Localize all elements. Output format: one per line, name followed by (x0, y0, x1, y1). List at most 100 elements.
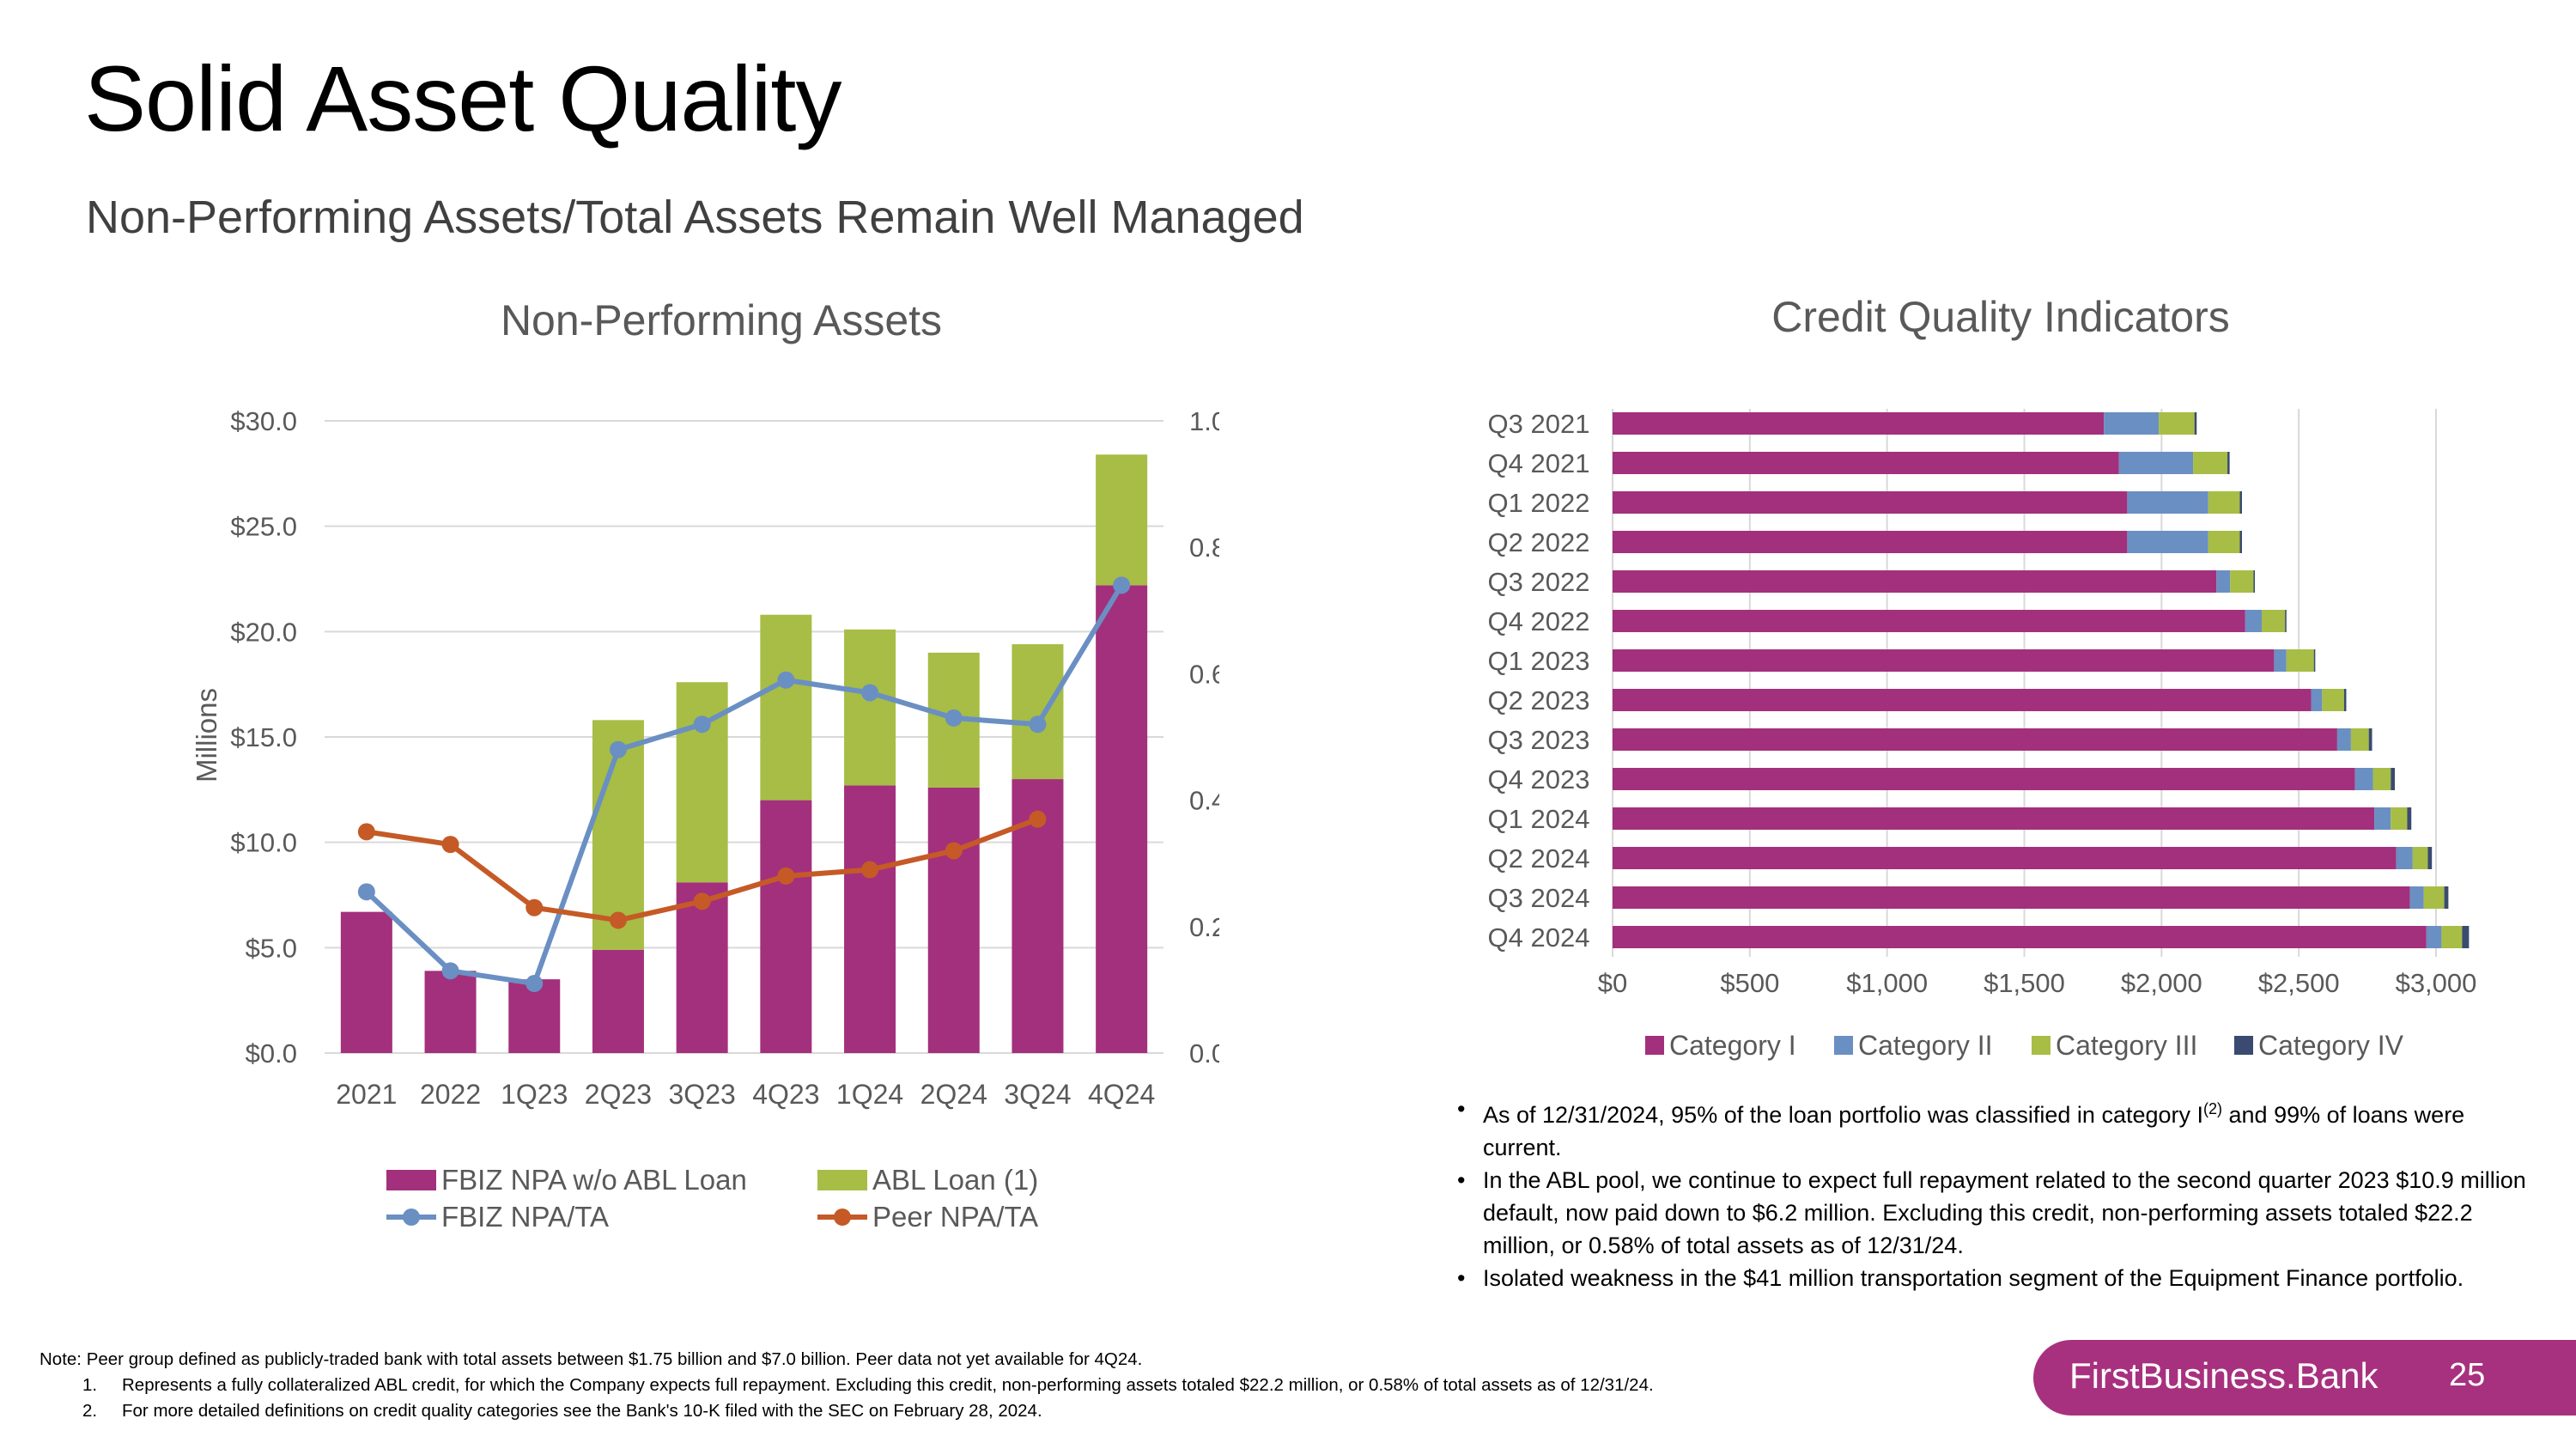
x-tick-label: 1Q23 (501, 1079, 568, 1110)
bar-category-2 (2354, 768, 2373, 790)
bar-category-4 (2239, 531, 2242, 553)
x-tick-label: 1Q24 (836, 1079, 903, 1110)
y-tick-label: $10.0 (230, 828, 297, 858)
bar-category-1 (1613, 768, 2355, 790)
bar-abl-loan (760, 614, 812, 801)
point-peer-npa-ta (777, 867, 795, 885)
point-peer-npa-ta (693, 892, 711, 910)
bar-category-3 (2262, 610, 2286, 632)
y2-tick-label: 0.20% (1189, 912, 1219, 942)
bar-category-4 (2253, 570, 2256, 593)
npa-chart-title: Non-Performing Assets (501, 296, 942, 344)
footnote-1: 1. Represents a fully collateralized ABL … (39, 1373, 1654, 1398)
bar-category-3 (2208, 531, 2240, 553)
bar-category-1 (1613, 926, 2427, 948)
legend-label-fbiz-npa: FBIZ NPA w/o ABL Loan (441, 1164, 747, 1196)
legend-label-abl-loan: ABL Loan (1) (872, 1164, 1038, 1196)
bar-fbiz-npa (340, 911, 392, 1053)
legend-label-category-4: Category IV (2258, 1030, 2404, 1061)
x-tick-label: 2021 (336, 1079, 397, 1110)
bar-category-4 (2227, 452, 2230, 474)
y-category-label: Q3 2024 (1488, 883, 1590, 913)
y-category-label: Q2 2022 (1488, 527, 1590, 557)
point-peer-npa-ta (609, 911, 627, 929)
y-category-label: Q1 2022 (1488, 488, 1590, 518)
bar-category-4 (2368, 728, 2372, 751)
point-fbiz-npa-ta (945, 709, 963, 727)
footnotes: Note: Peer group defined as publicly-tra… (39, 1347, 1654, 1424)
cqi-chart-title: Credit Quality Indicators (1771, 293, 2230, 341)
point-fbiz-npa-ta (861, 684, 879, 702)
bar-category-2 (2396, 847, 2413, 869)
bar-category-4 (2343, 689, 2347, 711)
legend-label-category-3: Category III (2056, 1030, 2197, 1061)
bar-category-3 (2412, 847, 2428, 869)
footnote-note: Note: Peer group defined as publicly-tra… (39, 1349, 1143, 1369)
bar-category-1 (1613, 689, 2312, 711)
point-peer-npa-ta (441, 836, 459, 854)
footnote-text: Represents a fully collateralized ABL cr… (122, 1375, 1654, 1395)
bar-category-2 (2426, 926, 2442, 948)
y-tick-label: $20.0 (230, 617, 297, 647)
bar-category-4 (2239, 491, 2242, 514)
point-fbiz-npa-ta (1113, 576, 1131, 594)
bar-category-3 (2372, 768, 2391, 790)
bullet-text: As of 12/31/2024, 95% of the loan portfo… (1483, 1102, 2204, 1128)
legend-marker-fbiz-npa-ta (403, 1209, 420, 1226)
bar-fbiz-npa (424, 971, 477, 1053)
bar-abl-loan (844, 629, 896, 786)
bar-category-3 (2423, 886, 2445, 909)
y-tick-label: $0.0 (246, 1038, 297, 1068)
bullet-superscript: (2) (2203, 1100, 2223, 1117)
bar-category-3 (2350, 728, 2369, 751)
point-fbiz-npa-ta (1029, 715, 1047, 734)
footnote-number: 2. (82, 1401, 98, 1421)
footnote-text: For more detailed definitions on credit … (122, 1401, 1042, 1421)
y-category-label: Q4 2024 (1488, 922, 1590, 953)
x-tick-label: $3,000 (2396, 968, 2477, 998)
bar-abl-loan (1096, 454, 1148, 586)
legend-swatch-category-1 (1645, 1036, 1664, 1055)
brand-name: FirstBusiness.Bank (2069, 1355, 2379, 1396)
bar-category-4 (2444, 886, 2449, 909)
bar-category-3 (2441, 926, 2463, 948)
bar-category-1 (1613, 847, 2397, 869)
y-category-label: Q4 2023 (1488, 764, 1590, 795)
x-tick-label: 2022 (420, 1079, 481, 1110)
bar-category-2 (2104, 412, 2160, 435)
bar-fbiz-npa (592, 949, 644, 1053)
y-category-label: Q1 2023 (1488, 646, 1590, 676)
npa-y-axis-label: Millions (191, 688, 222, 782)
bar-abl-loan (1012, 644, 1064, 780)
point-peer-npa-ta (1029, 810, 1047, 828)
footnote-number: 1. (82, 1375, 98, 1395)
y2-tick-label: 0.60% (1189, 659, 1219, 689)
bar-category-2 (2311, 689, 2323, 711)
y-category-label: Q1 2024 (1488, 804, 1590, 834)
bar-category-2 (2374, 807, 2391, 830)
legend-label-category-1: Category I (1669, 1030, 1796, 1061)
bar-category-1 (1613, 412, 2105, 435)
bar-category-4 (2194, 412, 2197, 435)
point-fbiz-npa-ta (526, 975, 544, 993)
bar-category-1 (1613, 452, 2119, 474)
y-category-label: Q2 2023 (1488, 685, 1590, 715)
bar-category-2 (2274, 649, 2287, 672)
y-tick-label: $5.0 (246, 933, 297, 963)
bar-category-4 (2407, 807, 2412, 830)
point-peer-npa-ta (945, 842, 963, 860)
bar-category-4 (2391, 768, 2396, 790)
bar-category-3 (2286, 649, 2314, 672)
bullet-item: Isolated weakness in the $41 million tra… (1457, 1262, 2530, 1294)
legend-marker-peer-npa-ta (834, 1209, 851, 1226)
legend-label-peer-npa-ta: Peer NPA/TA (872, 1201, 1038, 1233)
bar-category-2 (2216, 570, 2231, 593)
x-tick-label: $1,500 (1984, 968, 2065, 998)
page-number: 25 (2449, 1357, 2486, 1393)
point-peer-npa-ta (357, 823, 375, 841)
bullet-text: and 99% of loans were current. (1483, 1102, 2465, 1160)
x-tick-label: 2Q24 (920, 1079, 987, 1110)
bar-category-2 (2127, 531, 2208, 553)
bar-category-1 (1613, 807, 2375, 830)
y-category-label: Q3 2023 (1488, 725, 1590, 755)
